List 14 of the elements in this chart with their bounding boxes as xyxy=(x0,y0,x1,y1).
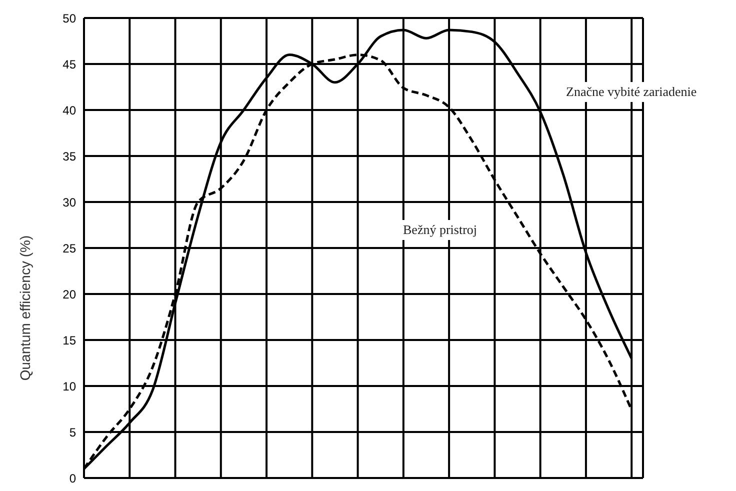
y-tick-label: 25 xyxy=(62,241,76,256)
y-tick-label: 50 xyxy=(62,11,76,26)
y-tick-label: 15 xyxy=(62,333,76,348)
y-tick-label: 10 xyxy=(62,379,76,394)
y-tick-label: 45 xyxy=(62,57,76,72)
y-tick-label: 35 xyxy=(62,149,76,164)
y-tick-label: 40 xyxy=(62,103,76,118)
y-tick-label: 0 xyxy=(69,471,76,486)
y-tick-label: 30 xyxy=(62,195,76,210)
y-tick-label: 20 xyxy=(62,287,76,302)
text: Značne vybité zariadenie xyxy=(563,82,700,102)
y-axis-title: Quantum efficiency (%) xyxy=(16,235,33,381)
text: Bežný pristroj xyxy=(400,220,480,240)
y-tick-label: 5 xyxy=(69,425,76,440)
